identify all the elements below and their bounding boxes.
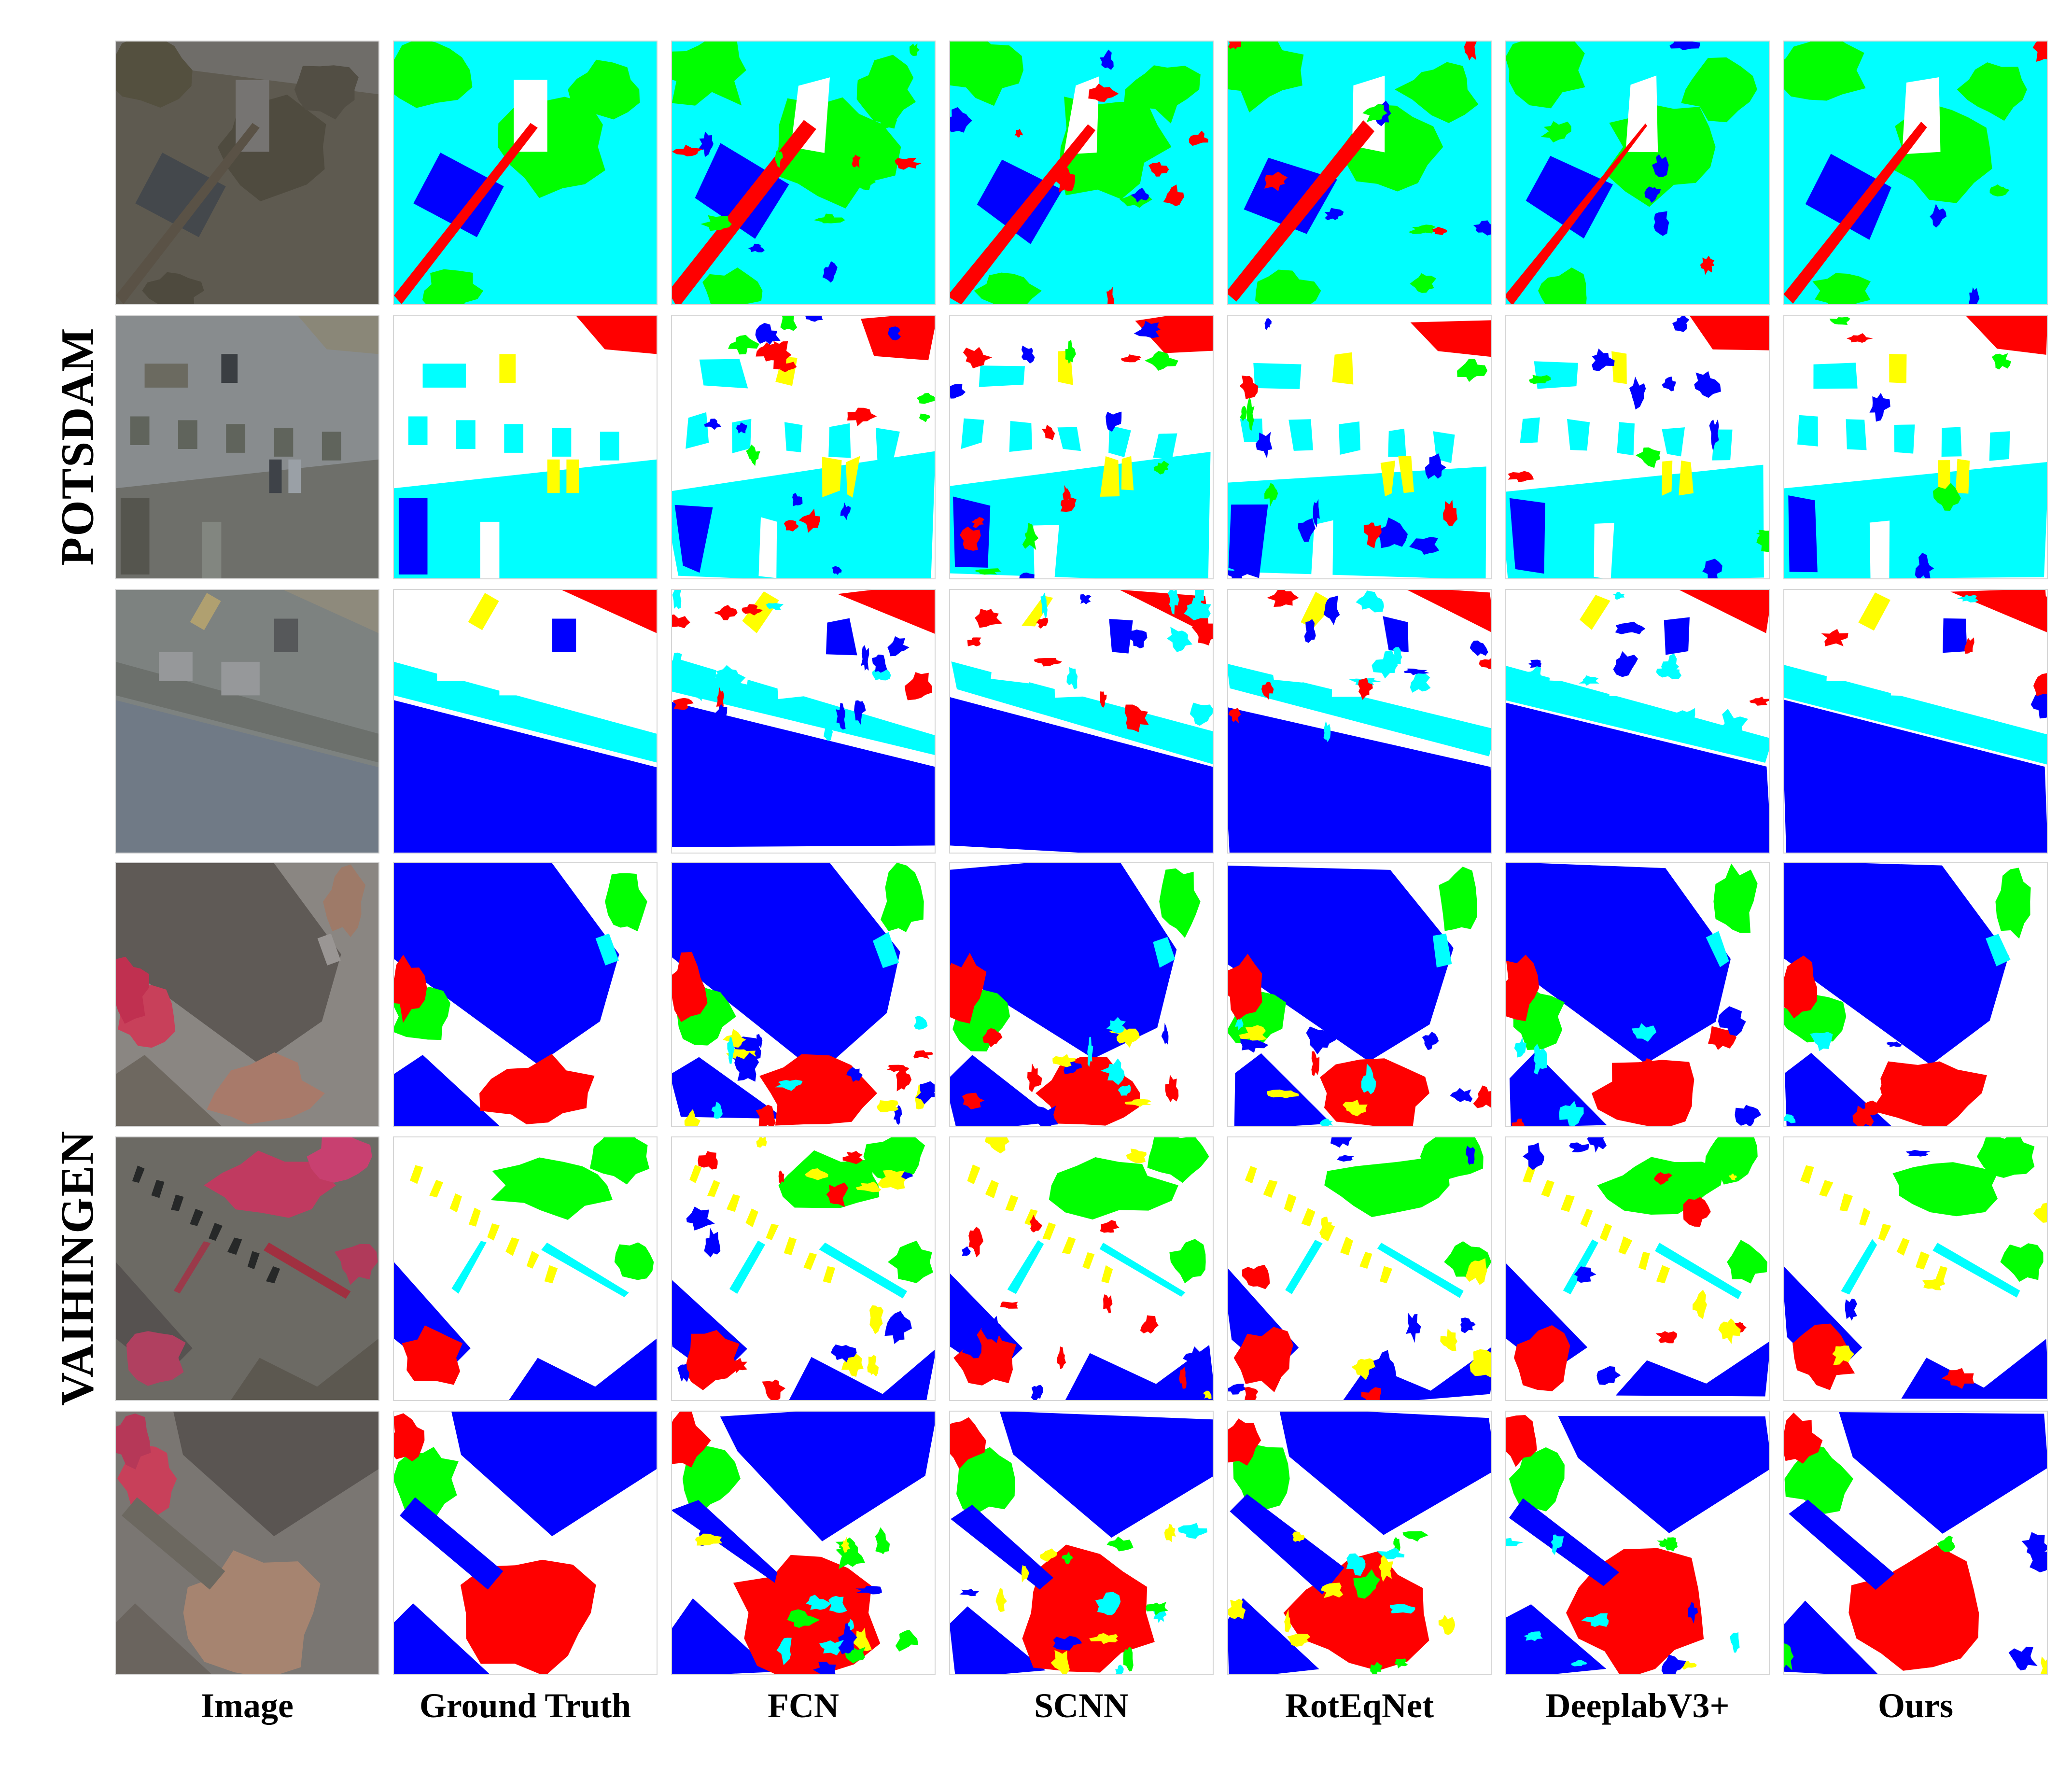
segmentation-map (1227, 862, 1492, 1127)
segmentation-map (949, 862, 1214, 1127)
group-label-text: POTSDAM (51, 327, 103, 565)
segmentation-map (393, 862, 658, 1127)
segmentation-map (1505, 1136, 1770, 1401)
aerial-image (115, 862, 379, 1127)
segmentation-map (1783, 1411, 2048, 1675)
group-label-vaihingen: VAIHINGEN (29, 862, 126, 1673)
segmentation-map (1505, 862, 1770, 1127)
segmentation-map (393, 1411, 658, 1675)
segmentation-map (1227, 1136, 1492, 1401)
segmentation-map (671, 1136, 936, 1401)
segmentation-map (1227, 315, 1492, 579)
segmentation-map (949, 315, 1214, 579)
segmentation-map (949, 41, 1214, 305)
column-label-scnn: SCNN (1034, 1686, 1129, 1725)
aerial-image (115, 1411, 379, 1675)
segmentation-map (671, 589, 936, 854)
segmentation-map (1505, 41, 1770, 305)
segmentation-map (1505, 315, 1770, 579)
segmentation-map (1783, 862, 2048, 1127)
segmentation-map (1227, 41, 1492, 305)
column-label-fcn: FCN (768, 1686, 839, 1725)
aerial-image (115, 315, 379, 579)
column-label-roteqnet: RotEqNet (1285, 1686, 1434, 1725)
segmentation-map (949, 589, 1214, 854)
segmentation-map (1227, 589, 1492, 854)
segmentation-map (671, 862, 936, 1127)
segmentation-map (671, 315, 936, 579)
segmentation-map (1783, 589, 2048, 854)
column-label-deeplabv3: DeeplabV3+ (1545, 1686, 1730, 1725)
segmentation-map (393, 589, 658, 854)
aerial-image (115, 41, 379, 305)
segmentation-map (393, 1136, 658, 1401)
segmentation-map (393, 41, 658, 305)
segmentation-map (393, 315, 658, 579)
segmentation-map (1505, 1411, 1770, 1675)
aerial-image (115, 589, 379, 854)
segmentation-map (1227, 1411, 1492, 1675)
column-label-ours: Ours (1877, 1686, 1954, 1725)
segmentation-map (671, 1411, 936, 1675)
group-label-potsdam: POTSDAM (29, 41, 126, 852)
segmentation-map (1783, 41, 2048, 305)
segmentation-map (949, 1411, 1214, 1675)
segmentation-map (1505, 589, 1770, 854)
group-label-text: VAIHINGEN (51, 1130, 103, 1406)
column-label-ground-truth: Ground Truth (419, 1686, 631, 1725)
segmentation-map (671, 41, 936, 305)
segmentation-map (949, 1136, 1214, 1401)
column-label-image: Image (201, 1686, 294, 1725)
segmentation-map (1783, 1136, 2048, 1401)
aerial-image (115, 1136, 379, 1401)
segmentation-map (1783, 315, 2048, 579)
